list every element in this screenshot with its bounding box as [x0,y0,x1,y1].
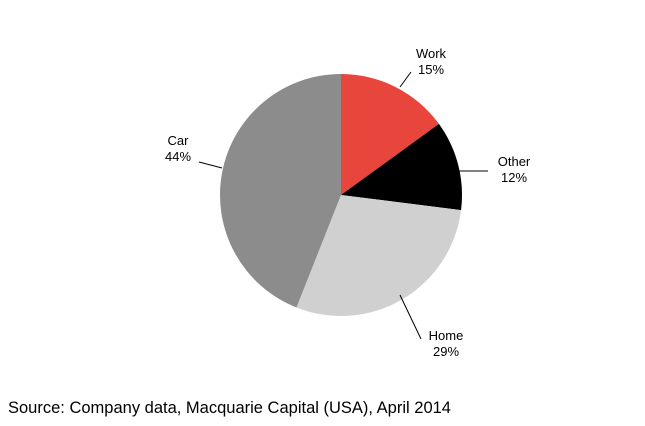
slice-value-label-car: 44% [165,149,191,164]
leader-line-home [399,294,422,340]
pie-slice-work [341,74,439,195]
leader-lines [198,71,488,340]
slice-label-work: Work [416,46,447,61]
leader-line-car [198,161,223,169]
leader-line-work [399,71,412,88]
pie-slice-other [341,123,462,211]
slice-value-label-home: 29% [433,344,459,359]
pie-slice-home [296,195,462,316]
slice-value-label-other: 12% [501,170,527,185]
pie-slices [219,73,462,316]
slice-label-other: Other [498,154,531,169]
slice-label-home: Home [429,328,464,343]
slice-label-car: Car [168,133,190,148]
slice-value-label-work: 15% [418,62,444,77]
pie-slice-car [219,73,341,308]
source-note: Source: Company data, Macquarie Capital … [8,399,451,417]
